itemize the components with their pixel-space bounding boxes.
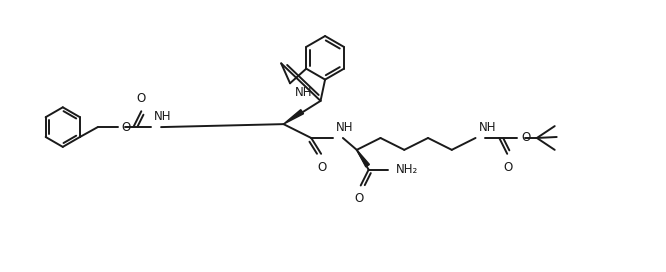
Polygon shape [357, 150, 370, 167]
Text: O: O [503, 161, 513, 174]
Text: O: O [354, 192, 364, 205]
Text: O: O [137, 92, 146, 105]
Text: NH: NH [154, 110, 172, 123]
Text: O: O [121, 120, 131, 134]
Text: O: O [318, 161, 327, 174]
Text: O: O [521, 131, 530, 144]
Text: NH: NH [295, 86, 312, 99]
Text: NH: NH [478, 121, 496, 134]
Text: NH₂: NH₂ [396, 163, 419, 176]
Polygon shape [284, 110, 304, 124]
Text: NH: NH [336, 121, 354, 134]
